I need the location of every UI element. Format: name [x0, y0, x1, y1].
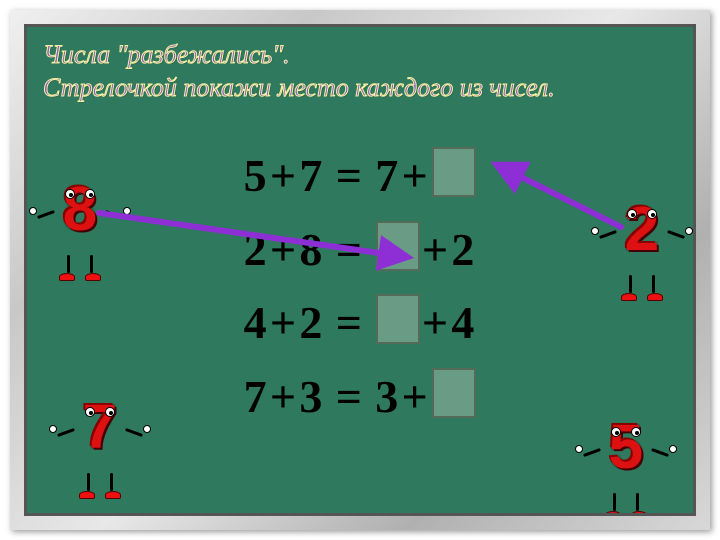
- operator: +: [270, 213, 298, 287]
- answer-blank[interactable]: [376, 221, 420, 271]
- operator: +: [422, 213, 450, 287]
- number-token: 7: [298, 139, 326, 213]
- picture-frame: Числа "разбежались". Стрелочкой покажи м…: [10, 10, 710, 530]
- operator: +: [402, 139, 430, 213]
- number-token: 3: [374, 360, 402, 434]
- operator: +: [270, 360, 298, 434]
- number-token: 8: [298, 213, 326, 287]
- equations-list: 5+7 = 7 + 2+8 = + 24+2 = + 47+3 = 3 +: [27, 139, 693, 433]
- number-token: 4: [242, 286, 270, 360]
- operator: =: [336, 286, 364, 360]
- number-token: 2: [298, 286, 326, 360]
- equation-row: 5+7 = 7 +: [27, 139, 693, 213]
- number-token: 4: [450, 286, 478, 360]
- operator: +: [270, 139, 298, 213]
- chalkboard: Числа "разбежались". Стрелочкой покажи м…: [27, 27, 693, 513]
- answer-blank[interactable]: [432, 368, 476, 418]
- equation-row: 4+2 = + 4: [27, 286, 693, 360]
- number-character-7[interactable]: 7: [71, 397, 129, 477]
- operator: =: [336, 139, 364, 213]
- number-token: 2: [450, 213, 478, 287]
- title-block: Числа "разбежались". Стрелочкой покажи м…: [43, 39, 677, 104]
- operator: +: [402, 360, 430, 434]
- title-line-1: Числа "разбежались".: [43, 39, 677, 72]
- operator: =: [336, 360, 364, 434]
- equation-row: 2+8 = + 2: [27, 213, 693, 287]
- frame-inner-border: Числа "разбежались". Стрелочкой покажи м…: [24, 24, 696, 516]
- number-token: 7: [242, 360, 270, 434]
- number-token: 2: [242, 213, 270, 287]
- number-token: 5: [242, 139, 270, 213]
- title-line-2: Стрелочкой покажи место каждого из чисел…: [43, 72, 677, 105]
- answer-blank[interactable]: [376, 294, 420, 344]
- number-token: 7: [374, 139, 402, 213]
- number-character-5[interactable]: 5: [597, 417, 655, 497]
- number-character-8[interactable]: 8: [51, 179, 109, 259]
- number-character-2[interactable]: 2: [613, 199, 671, 279]
- answer-blank[interactable]: [432, 147, 476, 197]
- operator: +: [270, 286, 298, 360]
- operator: +: [422, 286, 450, 360]
- number-token: 3: [298, 360, 326, 434]
- operator: =: [336, 213, 364, 287]
